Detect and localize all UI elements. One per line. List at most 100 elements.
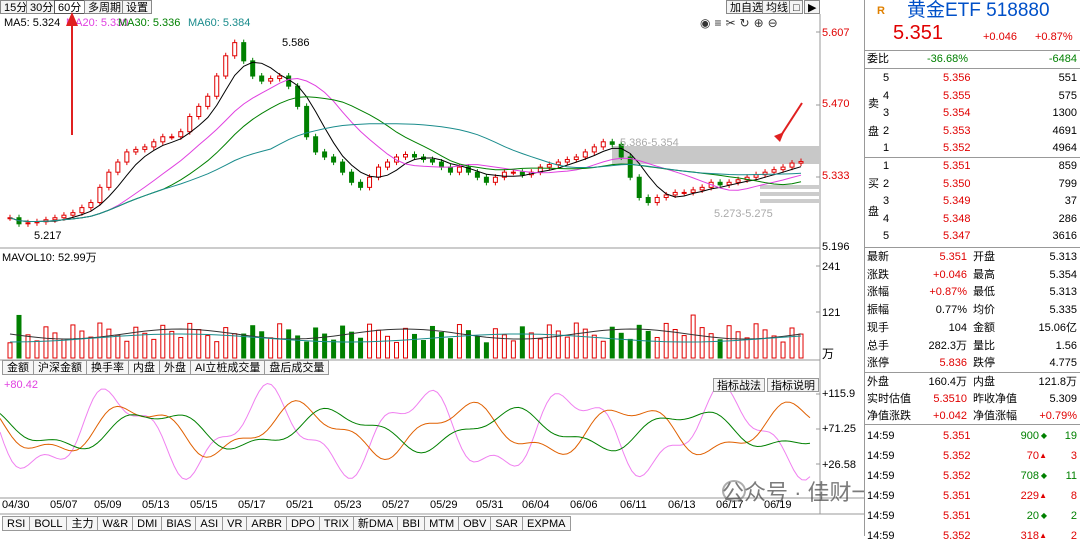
date-label: 05/23 (334, 499, 362, 511)
weibi-row: 委比 -36.68% -6484 (867, 53, 1077, 65)
indicator-tab[interactable]: DMI (132, 516, 163, 531)
ma-button[interactable]: 均线 (762, 0, 792, 14)
period-tab[interactable]: 多周期 (84, 0, 125, 14)
volume-tab[interactable]: 外盘 (159, 360, 191, 375)
stat-row: 振幅 0.77% 均价 5.335 (867, 304, 1077, 317)
price-axis-label: 5.607 (822, 27, 850, 39)
indicator-tab[interactable]: BIAS (161, 516, 197, 531)
indicator-tab[interactable]: BOLL (29, 516, 68, 531)
ask-row: 3 5.354 1300 (883, 107, 1077, 119)
bid-row: 1 5.351 859 (883, 160, 1077, 172)
ma-legend-item: MA5: 5.324 (4, 17, 61, 29)
ask-row: 1 5.352 4964 (883, 142, 1077, 154)
indicator-tab[interactable]: ASI (195, 516, 224, 531)
ask-row: 2 5.353 4691 (883, 124, 1077, 137)
date-label: 06/19 (764, 499, 792, 511)
date-label: 05/07 (50, 499, 78, 511)
volume-axis-label: 121 (822, 307, 841, 319)
tick-row: 14:59 5.351 20 ◆ 2 (867, 510, 1077, 522)
date-label: 05/15 (190, 499, 218, 511)
bid-row: 3 5.349 37 (883, 195, 1077, 207)
date-label: 05/31 (476, 499, 504, 511)
price-change-pct: +0.87% (1035, 31, 1073, 43)
stat-row: 最新 5.351 开盘 5.313 (867, 251, 1077, 263)
indicator-tab[interactable]: VR (222, 516, 248, 531)
indicator-axis-label: +71.25 (822, 423, 856, 435)
volume-tab[interactable]: 金额 (2, 360, 34, 375)
stat-row: 现手 104 金额 15.06亿 (867, 321, 1077, 334)
buy-label: 买盘 (868, 178, 879, 218)
chart-tool-icons[interactable]: ◉≡✂↻⊕⊖ (700, 16, 782, 30)
stat-row: 涨停 5.836 跌停 4.775 (867, 357, 1077, 370)
volume-tab[interactable]: AI立桩成交量 (190, 360, 266, 375)
period-tab[interactable]: 60分 (54, 0, 86, 14)
indicator-tab[interactable]: 主力 (66, 516, 99, 531)
indicator-tab[interactable]: ARBR (246, 516, 287, 531)
indicator-tab[interactable]: MTM (424, 516, 460, 531)
tick-row: 14:59 5.352 708 ◆ 11 (867, 470, 1077, 482)
tick-row: 14:59 5.351 900 ◆ 19 (867, 430, 1077, 442)
stat-row: 涨跌 +0.046 最高 5.354 (867, 268, 1077, 281)
bid-row: 2 5.350 799 (883, 177, 1077, 190)
play-end-icon[interactable]: ▶ (804, 0, 820, 14)
date-label: 06/17 (716, 499, 744, 511)
stat-row: 净值涨跌 +0.042 净值涨幅 +0.79% (867, 409, 1077, 422)
date-label: 06/13 (668, 499, 696, 511)
volume-tabs: 金额 沪深金额 换手率 内盘 外盘 AI立桩成交量 盘后成交量 (2, 360, 330, 375)
indicator-tab[interactable]: SAR (490, 516, 523, 531)
range-annotation: 5.273-5.275 (714, 208, 773, 220)
range-annotation: 5.386-5.354 (620, 137, 679, 149)
date-label: 06/06 (570, 499, 598, 511)
stat-row: 外盘 160.4万 内盘 121.8万 (867, 376, 1077, 388)
last-price: 5.351 (893, 22, 944, 44)
date-label: 05/21 (286, 499, 314, 511)
indicator-tab[interactable]: W&R (97, 516, 134, 531)
volume-tab[interactable]: 盘后成交量 (264, 360, 330, 375)
tag-badge: R (877, 5, 885, 17)
quote-panel: R 黄金ETF 518880 5.351 +0.046 +0.87% 委比 -3… (864, 0, 1080, 542)
stat-row: 实时估值 5.3510 昨收净值 5.309 (867, 392, 1077, 405)
indicator-tab[interactable]: OBV (458, 516, 492, 531)
volume-tab[interactable]: 换手率 (86, 360, 129, 375)
indicator-value: +80.42 (4, 379, 38, 391)
volume-label: MAVOL10: 52.99万 (2, 252, 97, 264)
price-axis-label: 5.196 (822, 241, 850, 253)
sell-label: 卖盘 (868, 98, 879, 138)
stat-row: 总手 282.3万 量比 1.56 (867, 339, 1077, 352)
period-tab[interactable]: 设置 (122, 0, 152, 14)
date-label: 06/11 (620, 499, 647, 511)
volume-axis-label: 241 (822, 261, 841, 273)
indicator-tab[interactable]: 新DMA (352, 516, 399, 531)
window-icon[interactable]: □ (789, 0, 803, 14)
indicator-help-button[interactable]: 指标说明 (767, 378, 819, 392)
indicator-tab[interactable]: TRIX (318, 516, 354, 531)
indicator-tab[interactable]: DPO (285, 516, 320, 531)
indicator-tabs: RSI BOLL 主力 W&R DMI BIAS ASI VR ARBR DPO TRIX 新DMA B… (2, 516, 571, 531)
tick-row: 14:59 5.351 229 ▲ 8 (867, 490, 1077, 502)
date-label: 05/13 (142, 499, 170, 511)
volume-unit: 万 (822, 347, 835, 361)
chart-area[interactable]: 15分 30分 60分 多周期 设置 MA5: 5.324 MA20: 5.330 MA30… (0, 0, 918, 536)
date-label: 05/27 (382, 499, 410, 511)
stat-row: 涨幅 +0.87% 最低 5.313 (867, 286, 1077, 299)
volume-tab[interactable]: 内盘 (128, 360, 160, 375)
date-label: 05/17 (238, 499, 266, 511)
indicator-axis-label: +26.58 (822, 459, 856, 471)
date-label: 05/29 (430, 499, 458, 511)
date-label: 06/04 (522, 499, 550, 511)
ask-row: 4 5.355 575 (883, 89, 1077, 102)
volume-tab[interactable]: 沪深金额 (33, 360, 87, 375)
security-name: 黄金ETF 518880 (907, 0, 1050, 21)
indicator-tab[interactable]: BBI (397, 516, 426, 531)
indicator-tab[interactable]: RSI (2, 516, 31, 531)
wechat-icon (722, 480, 746, 502)
period-tab[interactable]: 30分 (26, 0, 58, 14)
indicator-strategy-button[interactable]: 指标战法 (713, 378, 765, 392)
ma-legend-item: MA30: 5.336 (118, 17, 181, 29)
indicator-tab[interactable]: EXPMA (521, 516, 571, 531)
add-watchlist-button[interactable]: 加自选 (726, 0, 767, 14)
high-annotation: 5.586 (282, 37, 310, 49)
date-label: 05/09 (94, 499, 122, 511)
ma-legend-item: MA20: 5.330 (66, 17, 129, 29)
tick-row: 14:59 5.352 70 ▲ 3 (867, 450, 1077, 462)
